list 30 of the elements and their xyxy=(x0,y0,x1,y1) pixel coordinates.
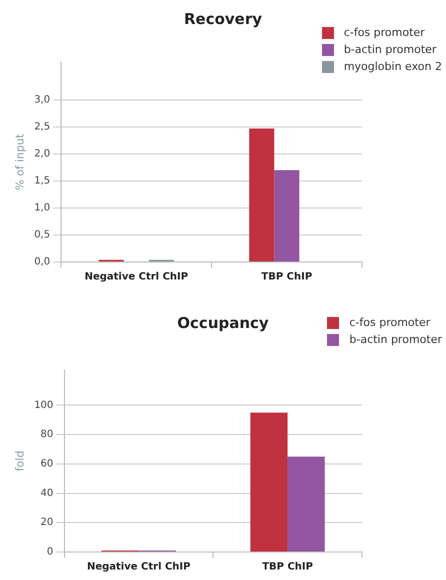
legend-label: c-fos promoter xyxy=(344,26,425,39)
legend-label: b-actin promoter xyxy=(349,333,442,346)
legend-label: b-actin promoter xyxy=(344,43,436,56)
bar xyxy=(249,128,274,262)
bar xyxy=(288,456,325,552)
y-tick-label: 20 xyxy=(40,517,54,528)
y-tick-label: 0,5 xyxy=(34,230,50,241)
bar xyxy=(274,170,300,262)
y-tick-label: 0,0 xyxy=(34,256,50,268)
y-tick-label: 80 xyxy=(40,429,54,440)
bar xyxy=(250,412,288,552)
y-tick-label: 2,0 xyxy=(34,148,50,160)
legend-label: c-fos promoter xyxy=(349,316,430,329)
x-tick-label: Negative Ctrl ChIP xyxy=(86,562,190,573)
y-tick-label: 3,0 xyxy=(34,94,50,106)
x-tick-label: TBP ChIP xyxy=(262,562,313,573)
legend-label: myoglobin exon 2 xyxy=(344,60,442,73)
y-tick-label: 40 xyxy=(40,488,54,499)
y-tick-label: 100 xyxy=(34,400,54,411)
y-axis-title: fold xyxy=(13,450,26,472)
x-tick-label: Negative Ctrl ChIP xyxy=(84,272,188,283)
y-tick-label: 60 xyxy=(40,458,54,470)
chart-title: Occupancy xyxy=(177,314,269,332)
y-tick-label: 1,0 xyxy=(34,202,50,214)
y-tick-label: 1,5 xyxy=(34,176,50,187)
y-tick-label: 2,5 xyxy=(34,121,50,132)
chart-title: Recovery xyxy=(184,10,262,28)
y-axis-title: % of input xyxy=(13,133,26,190)
y-tick-label: 0 xyxy=(46,546,54,558)
x-tick-label: TBP ChIP xyxy=(261,272,312,283)
